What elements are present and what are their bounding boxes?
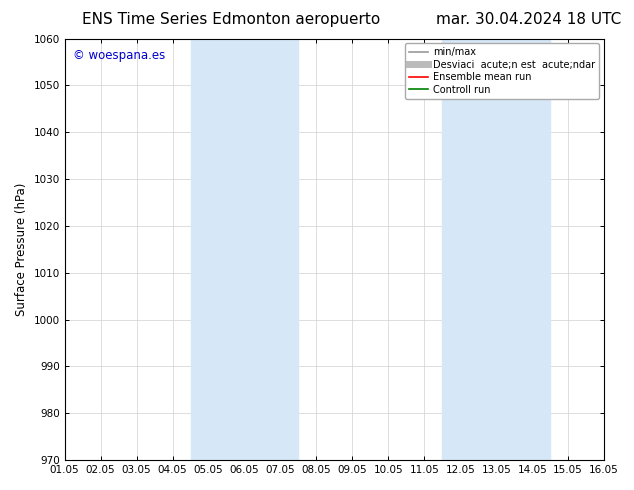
Bar: [443, 39, 550, 460]
Y-axis label: Surface Pressure (hPa): Surface Pressure (hPa): [15, 183, 28, 316]
Text: ENS Time Series Edmonton aeropuerto: ENS Time Series Edmonton aeropuerto: [82, 12, 380, 27]
Text: mar. 30.04.2024 18 UTC: mar. 30.04.2024 18 UTC: [436, 12, 621, 27]
Bar: [191, 39, 299, 460]
Legend: min/max, Desviaci  acute;n est  acute;ndar, Ensemble mean run, Controll run: min/max, Desviaci acute;n est acute;ndar…: [405, 44, 599, 98]
Text: © woespana.es: © woespana.es: [73, 49, 165, 62]
